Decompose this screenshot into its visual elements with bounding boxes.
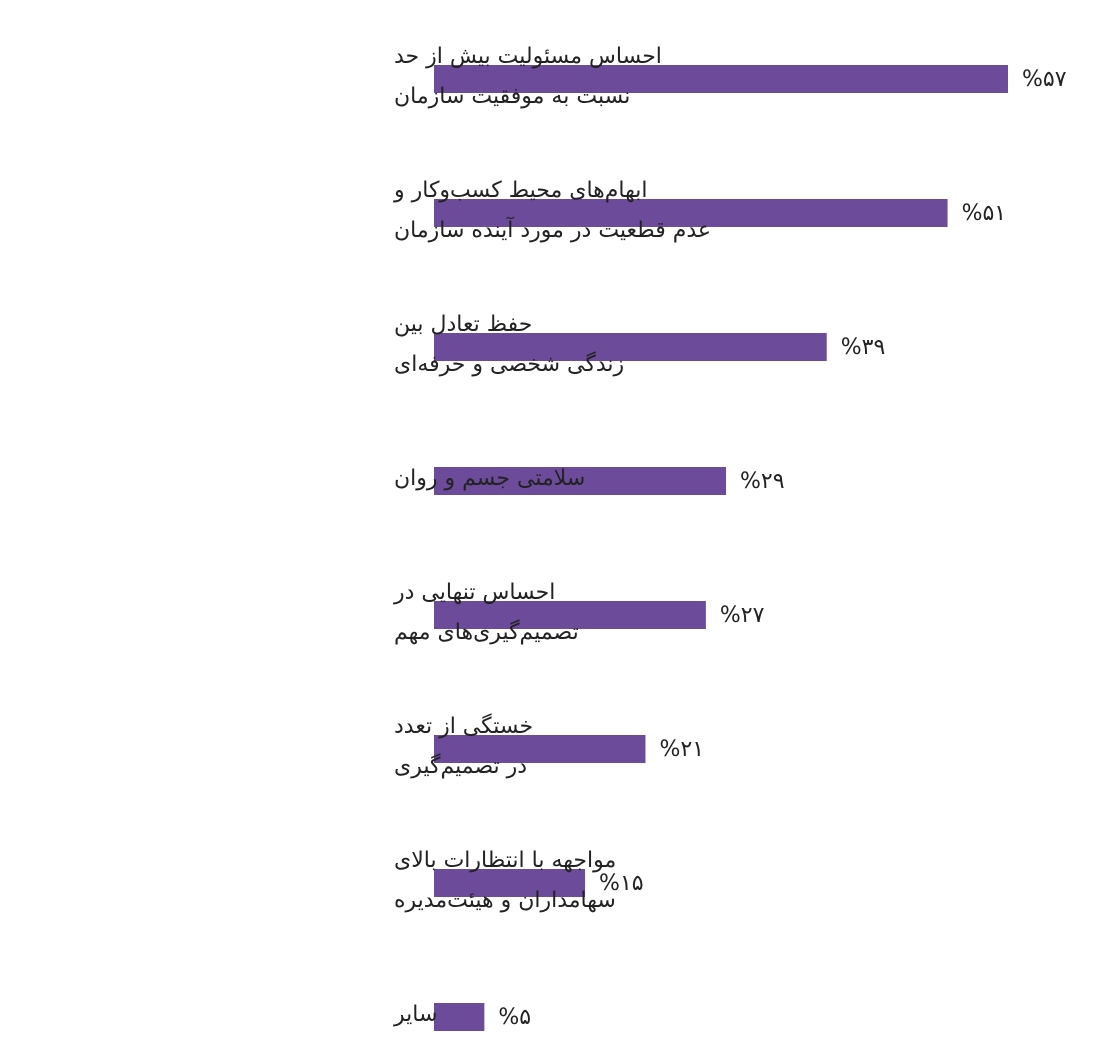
bar bbox=[434, 467, 727, 495]
value-label: %۵ bbox=[498, 1005, 531, 1030]
category-label: مواجهه با انتظارات بالای bbox=[394, 848, 616, 873]
bar bbox=[434, 333, 827, 361]
category-label: سایر bbox=[393, 1002, 437, 1027]
value-label: %۲۷ bbox=[720, 603, 765, 628]
value-label: %۵۱ bbox=[962, 201, 1007, 226]
category-label: حفظ تعادل بین bbox=[394, 312, 532, 337]
category-label: تصمیم‌گیری‌های مهم bbox=[394, 619, 579, 645]
category-label: در تصمیم‌گیری bbox=[394, 753, 527, 779]
category-label: احساس مسئولیت بیش از حد bbox=[394, 44, 662, 69]
category-label: خستگی از تعدد bbox=[394, 713, 533, 739]
category-label: نسبت به موفقیت سازمان bbox=[394, 84, 630, 109]
category-label: سلامتی جسم و روان bbox=[394, 466, 585, 491]
bar bbox=[434, 869, 586, 897]
category-label: ابهام‌های محیط کسب‌وکار و bbox=[393, 178, 647, 203]
value-label: %۲۹ bbox=[740, 469, 785, 494]
category-label: احساس تنهایی در bbox=[393, 580, 555, 605]
bar bbox=[434, 199, 948, 227]
bar bbox=[434, 1003, 485, 1031]
value-label: %۲۱ bbox=[659, 737, 704, 762]
bar bbox=[434, 735, 646, 763]
bar bbox=[434, 65, 1008, 93]
category-label: سهامداران و هیئت‌مدیره bbox=[394, 888, 616, 913]
category-label: عدم قطعیت در مورد آینده سازمان bbox=[394, 216, 711, 243]
value-label: %۳۹ bbox=[841, 335, 886, 360]
bar bbox=[434, 601, 706, 629]
category-label: زندگی شخصی و حرفه‌ای bbox=[394, 351, 624, 377]
value-label: %۵۷ bbox=[1022, 67, 1067, 92]
value-label: %۱۵ bbox=[599, 871, 644, 896]
